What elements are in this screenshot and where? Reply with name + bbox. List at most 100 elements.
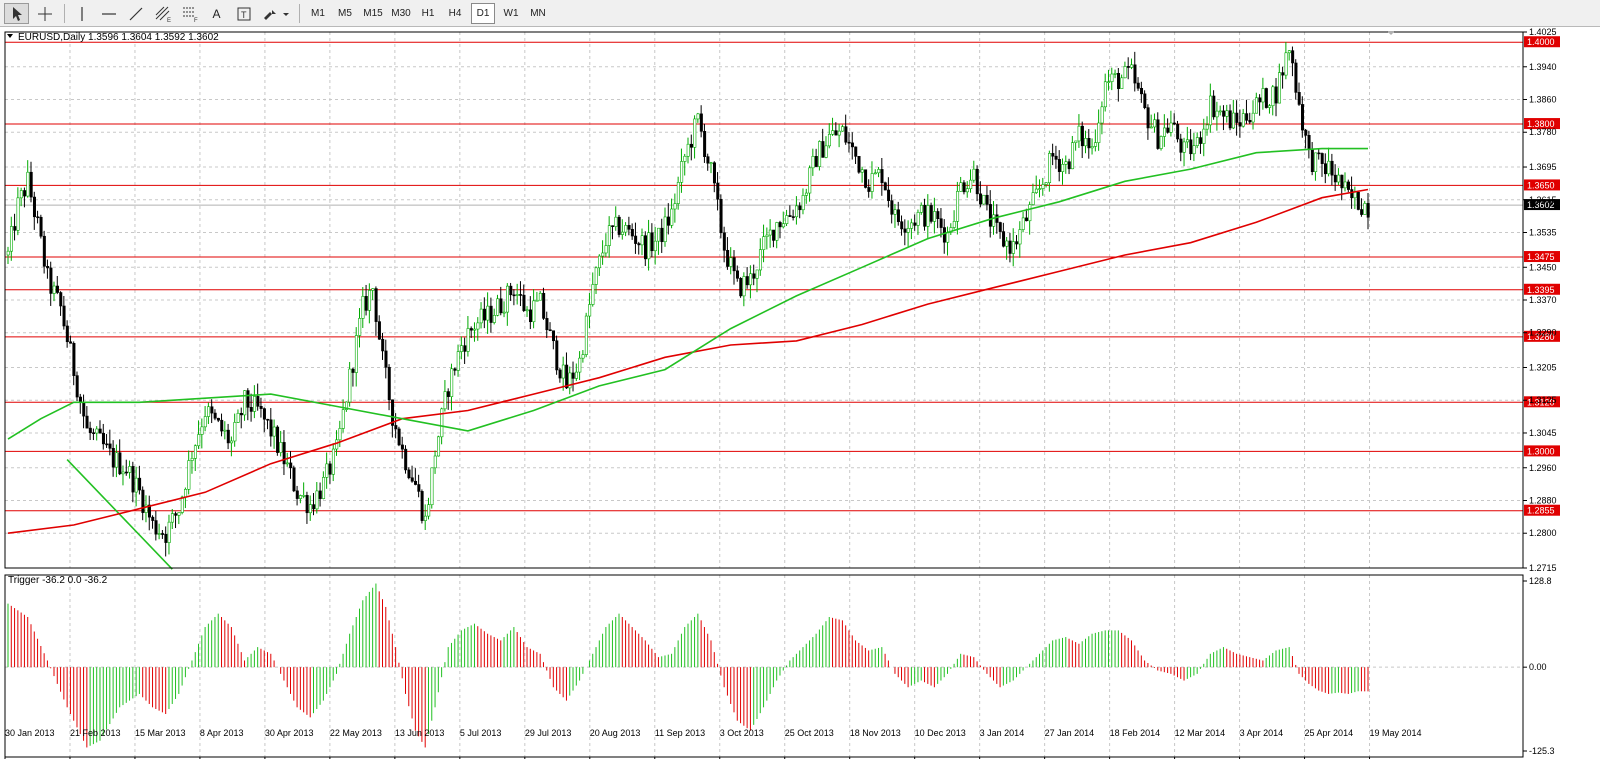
candle [1117, 68, 1121, 102]
candle [167, 514, 171, 555]
text-label-button[interactable]: T [232, 3, 255, 24]
y-tick-label: 1.2960 [1529, 463, 1557, 473]
candle [279, 430, 283, 457]
candle [640, 228, 644, 256]
y-tick-label: 1.3535 [1529, 227, 1557, 237]
timeframe-mn[interactable]: MN [530, 8, 546, 19]
timeframe-m1[interactable]: M1 [311, 8, 325, 19]
price-level-badge [1524, 251, 1560, 263]
candle [1317, 149, 1321, 160]
candle [220, 413, 224, 437]
candle [384, 339, 388, 379]
candle [706, 153, 710, 171]
candle [670, 198, 674, 229]
candle [627, 216, 631, 236]
vertical-line-icon [80, 6, 83, 21]
chart-area[interactable]: 1.4000 1.3800 1.3650 1.3475 1.3395 1.3280 1.31… [0, 27, 1600, 759]
candle [739, 277, 743, 298]
vertical-line-button[interactable] [70, 3, 93, 24]
candle [72, 341, 76, 386]
timeframe-m5[interactable]: M5 [338, 8, 352, 19]
candle [877, 166, 881, 178]
timeframe-h1[interactable]: H1 [421, 8, 435, 19]
candle [381, 332, 385, 360]
candle [341, 399, 345, 433]
horizontal-levels: 1.4000 1.3800 1.3650 1.3475 1.3395 1.3280 1.31… [5, 36, 1560, 516]
candle [630, 223, 634, 240]
candle [88, 421, 92, 440]
timeframe-m30[interactable]: M30 [391, 8, 411, 19]
candle [972, 160, 976, 183]
candle [552, 330, 556, 350]
candle [174, 511, 178, 529]
fibonacci-button[interactable]: F [178, 3, 201, 24]
candle [512, 289, 516, 306]
toolbar-separator [64, 4, 65, 23]
equidistant-channel-button[interactable]: E [151, 3, 174, 24]
candle [1222, 105, 1226, 131]
candle [289, 451, 293, 479]
candle [995, 204, 999, 234]
candle [749, 265, 753, 299]
candle [111, 440, 115, 477]
candle [581, 350, 585, 363]
indicator-tick-label: 128.8 [1529, 576, 1552, 586]
candle [147, 495, 151, 531]
trendline-button[interactable] [124, 3, 147, 24]
candle [791, 209, 795, 221]
timeframe-d1[interactable]: D1 [471, 3, 495, 24]
candle [1278, 63, 1282, 104]
candle [686, 137, 690, 164]
candle [663, 207, 667, 247]
x-tick-label: 3 Apr 2014 [1240, 728, 1284, 738]
candle [919, 202, 923, 215]
x-tick-label: 25 Oct 2013 [785, 728, 834, 738]
candle [712, 161, 716, 193]
candle [916, 209, 920, 235]
x-tick-label: 30 Jan 2013 [5, 728, 55, 738]
candle [1330, 153, 1334, 186]
label-tool-glyph: T [241, 10, 247, 20]
candle [910, 218, 914, 240]
candle [216, 417, 220, 423]
timeframe-w1[interactable]: W1 [503, 8, 519, 19]
candle [1153, 113, 1157, 133]
candle [197, 420, 201, 449]
crosshair-tool-button[interactable] [32, 3, 57, 24]
candle [591, 272, 595, 307]
candle [236, 409, 240, 424]
candle [542, 287, 546, 320]
timeframe-h4[interactable]: H4 [448, 8, 462, 19]
indicator-header: Trigger -36.2 0.0 -36.2 [8, 575, 108, 586]
candle [391, 399, 395, 438]
candle [453, 367, 457, 376]
candle [772, 229, 776, 248]
candle [768, 219, 772, 248]
candle [722, 226, 726, 263]
timeframe-m15[interactable]: M15 [363, 8, 383, 19]
candle [509, 282, 513, 301]
candle [259, 397, 263, 418]
chevron-down-icon[interactable] [7, 34, 13, 38]
y-tick-label: 1.3860 [1529, 95, 1557, 105]
scroll-marker-icon [1387, 31, 1395, 35]
horizontal-line-button[interactable] [97, 3, 120, 24]
text-icon: A [212, 6, 221, 21]
candle [430, 467, 434, 509]
candle [755, 269, 759, 293]
candle [417, 474, 421, 498]
candle [144, 495, 148, 523]
candle [124, 459, 128, 476]
candle [1261, 77, 1265, 110]
candle [325, 452, 329, 489]
arrows-button[interactable] [259, 3, 292, 24]
candle [299, 494, 303, 504]
candle [578, 351, 582, 381]
cursor-tool-button[interactable] [4, 3, 29, 24]
text-button[interactable]: A [205, 3, 228, 24]
candle [1025, 208, 1029, 222]
candle [233, 413, 237, 447]
x-tick-label: 21 Feb 2013 [70, 728, 121, 738]
candle [762, 224, 766, 263]
candle [929, 202, 933, 224]
